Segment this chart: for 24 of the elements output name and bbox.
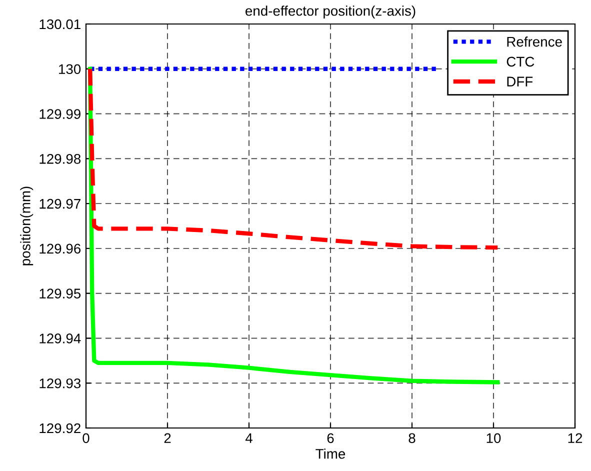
y-tick-label: 129.99 <box>40 109 80 119</box>
line-series <box>88 66 500 250</box>
x-tick-label: 10 <box>486 433 501 444</box>
chart-title: end-effector position(z-axis) <box>246 6 416 19</box>
y-tick-label: 129.92 <box>40 423 80 434</box>
x-tick-label: 0 <box>82 433 90 444</box>
y-tick-label: 129.94 <box>40 334 81 344</box>
x-axis-title: Time <box>316 448 346 459</box>
x-tick-label: 2 <box>164 433 171 443</box>
x-tick-label: 6 <box>327 433 334 444</box>
legend-label: DFF <box>507 76 533 86</box>
y-tick-label: 129.96 <box>40 244 81 254</box>
x-tick-label: 4 <box>245 433 252 443</box>
y-tick-label: 129.95 <box>40 288 81 299</box>
y-tick-label: 129.97 <box>40 198 80 209</box>
y-tick-label: 129.93 <box>40 378 81 388</box>
y-tick-label: 130.01 <box>40 19 80 30</box>
x-tick-label: 12 <box>568 433 582 443</box>
y-tick-label: 130 <box>59 64 81 74</box>
y-tick-label: 129.98 <box>40 154 81 164</box>
y-axis-title: position(mm) <box>20 186 34 266</box>
legend-label: Refrence <box>507 36 562 47</box>
legend-label: CTC <box>506 56 534 67</box>
x-tick-label: 8 <box>408 433 416 444</box>
